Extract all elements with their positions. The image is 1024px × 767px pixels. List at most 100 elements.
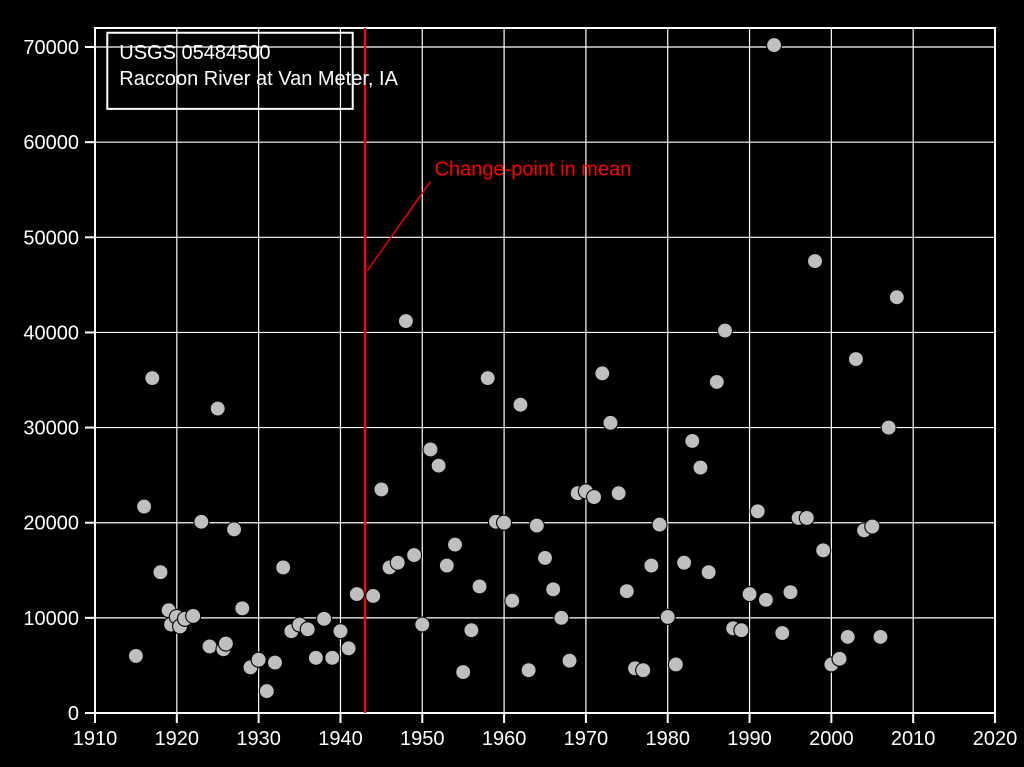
data-point — [480, 371, 495, 386]
data-point — [308, 650, 323, 665]
legend-text: Raccoon River at Van Meter, IA — [119, 68, 398, 90]
data-point — [587, 490, 602, 505]
x-tick-label: 1920 — [155, 728, 200, 750]
data-point — [562, 653, 577, 668]
data-point — [390, 555, 405, 570]
x-tick-label: 2020 — [973, 728, 1018, 750]
data-point — [873, 629, 888, 644]
data-point — [333, 624, 348, 639]
y-tick-label: 20000 — [23, 513, 79, 535]
x-tick-label: 1980 — [645, 728, 690, 750]
data-point — [325, 650, 340, 665]
data-point — [398, 314, 413, 329]
data-point — [137, 499, 152, 514]
data-point — [832, 651, 847, 666]
data-point — [439, 558, 454, 573]
data-point — [865, 519, 880, 534]
data-point — [693, 460, 708, 475]
data-point — [529, 518, 544, 533]
data-point — [783, 585, 798, 600]
data-point — [186, 608, 201, 623]
data-point — [808, 254, 823, 269]
data-point — [611, 486, 626, 501]
data-point — [259, 684, 274, 699]
data-point — [554, 610, 569, 625]
data-point — [145, 371, 160, 386]
data-point — [317, 611, 332, 626]
y-tick-label: 0 — [68, 703, 79, 725]
data-point — [431, 458, 446, 473]
data-point — [546, 582, 561, 597]
x-tick-label: 1910 — [73, 728, 118, 750]
data-point — [374, 482, 389, 497]
y-tick-label: 50000 — [23, 227, 79, 249]
data-point — [840, 629, 855, 644]
data-point — [349, 587, 364, 602]
data-point — [521, 663, 536, 678]
data-point — [889, 290, 904, 305]
data-point — [767, 38, 782, 53]
y-tick-label: 60000 — [23, 132, 79, 154]
data-point — [153, 565, 168, 580]
data-point — [718, 323, 733, 338]
data-point — [668, 657, 683, 672]
y-tick-label: 30000 — [23, 418, 79, 440]
data-point — [816, 543, 831, 558]
data-point — [750, 504, 765, 519]
data-point — [194, 514, 209, 529]
data-point — [276, 560, 291, 575]
data-point — [685, 433, 700, 448]
data-point — [407, 548, 422, 563]
data-point — [235, 601, 250, 616]
x-tick-label: 1950 — [400, 728, 445, 750]
y-tick-label: 70000 — [23, 37, 79, 59]
x-tick-label: 2000 — [809, 728, 854, 750]
data-point — [603, 415, 618, 430]
data-point — [677, 555, 692, 570]
x-tick-label: 1960 — [482, 728, 527, 750]
data-point — [218, 636, 233, 651]
data-point — [652, 517, 667, 532]
data-point — [799, 510, 814, 525]
data-point — [448, 537, 463, 552]
x-tick-label: 1990 — [727, 728, 772, 750]
legend-text: USGS 05484500 — [119, 42, 270, 64]
data-point — [701, 565, 716, 580]
data-point — [300, 622, 315, 637]
data-point — [341, 641, 356, 656]
data-point — [366, 588, 381, 603]
x-tick-label: 1930 — [236, 728, 281, 750]
data-point — [775, 626, 790, 641]
data-point — [505, 593, 520, 608]
y-tick-label: 10000 — [23, 608, 79, 630]
data-point — [210, 401, 225, 416]
data-point — [472, 579, 487, 594]
data-point — [619, 584, 634, 599]
x-tick-label: 2010 — [891, 728, 936, 750]
data-point — [758, 592, 773, 607]
data-point — [709, 374, 724, 389]
data-point — [497, 515, 512, 530]
scatter-chart: 1910 1920 1930 1940 1950 1960 1970 1980 1990 2000… — [0, 0, 1024, 767]
data-point — [423, 442, 438, 457]
data-point — [881, 420, 896, 435]
data-point — [251, 652, 266, 667]
change-point-label: Change-point in mean — [435, 158, 632, 180]
data-point — [128, 648, 143, 663]
data-point — [848, 352, 863, 367]
data-point — [644, 558, 659, 573]
data-point — [415, 617, 430, 632]
data-point — [456, 665, 471, 680]
data-point — [742, 587, 757, 602]
x-tick-label: 1970 — [564, 728, 609, 750]
data-point — [464, 623, 479, 638]
data-point — [660, 609, 675, 624]
data-point — [595, 366, 610, 381]
y-tick-label: 40000 — [23, 322, 79, 344]
x-tick-label: 1940 — [318, 728, 363, 750]
data-point — [268, 655, 283, 670]
data-point — [734, 623, 749, 638]
data-point — [538, 550, 553, 565]
data-point — [636, 663, 651, 678]
data-point — [202, 639, 217, 654]
